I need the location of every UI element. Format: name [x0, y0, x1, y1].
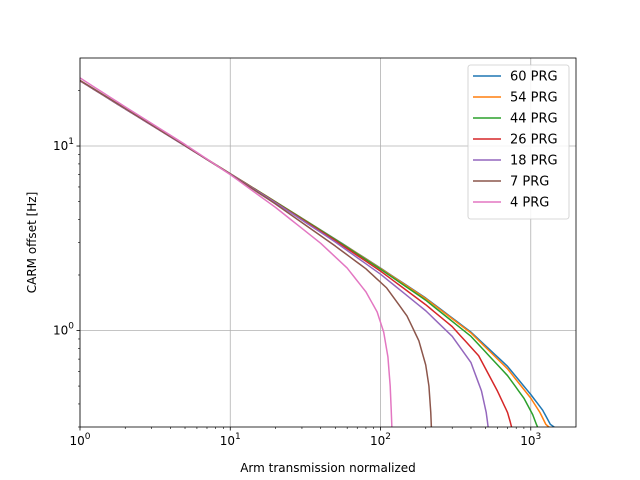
legend-label: 60 PRG — [510, 70, 558, 85]
x-tick-label: 103 — [520, 432, 541, 448]
x-tick-label-base: 10 — [69, 434, 84, 448]
x-tick-label-base: 10 — [220, 434, 235, 448]
y-tick-label-base: 10 — [53, 139, 68, 153]
y-tick-label: 101 — [53, 137, 74, 153]
x-tick-label-exponent: 2 — [385, 432, 391, 442]
legend-label: 44 PRG — [510, 112, 558, 127]
legend-label: 4 PRG — [510, 196, 549, 211]
x-tick-label-base: 10 — [520, 434, 535, 448]
y-axis-label: CARM offset [Hz] — [25, 192, 39, 294]
x-tick-label: 101 — [220, 432, 241, 448]
series-layer — [80, 77, 556, 427]
x-tick-label: 100 — [69, 432, 90, 448]
legend: 60 PRG 54 PRG 44 PRG 26 PRG 18 PRG 7 PRG 4 PRG — [467, 64, 570, 220]
legend-label: 54 PRG — [510, 91, 558, 106]
y-tick-label-exponent: 0 — [68, 322, 74, 332]
legend-label: 18 PRG — [510, 154, 558, 169]
y-tick-label-exponent: 1 — [68, 137, 74, 147]
x-tick-label-exponent: 0 — [85, 432, 91, 442]
y-tick-label: 100 — [53, 322, 74, 338]
x-tick-label: 102 — [370, 432, 391, 448]
x-tick-label-exponent: 1 — [235, 432, 241, 442]
y-tick-label-base: 10 — [53, 324, 68, 338]
series-line-7-prg — [80, 79, 433, 427]
legend-label: 26 PRG — [510, 133, 558, 148]
series-line-4-prg — [80, 77, 393, 427]
x-axis-label: Arm transmission normalized — [240, 461, 416, 475]
x-tick-label-exponent: 3 — [536, 432, 542, 442]
x-tick-label-base: 10 — [370, 434, 385, 448]
legend-label: 7 PRG — [510, 175, 549, 190]
